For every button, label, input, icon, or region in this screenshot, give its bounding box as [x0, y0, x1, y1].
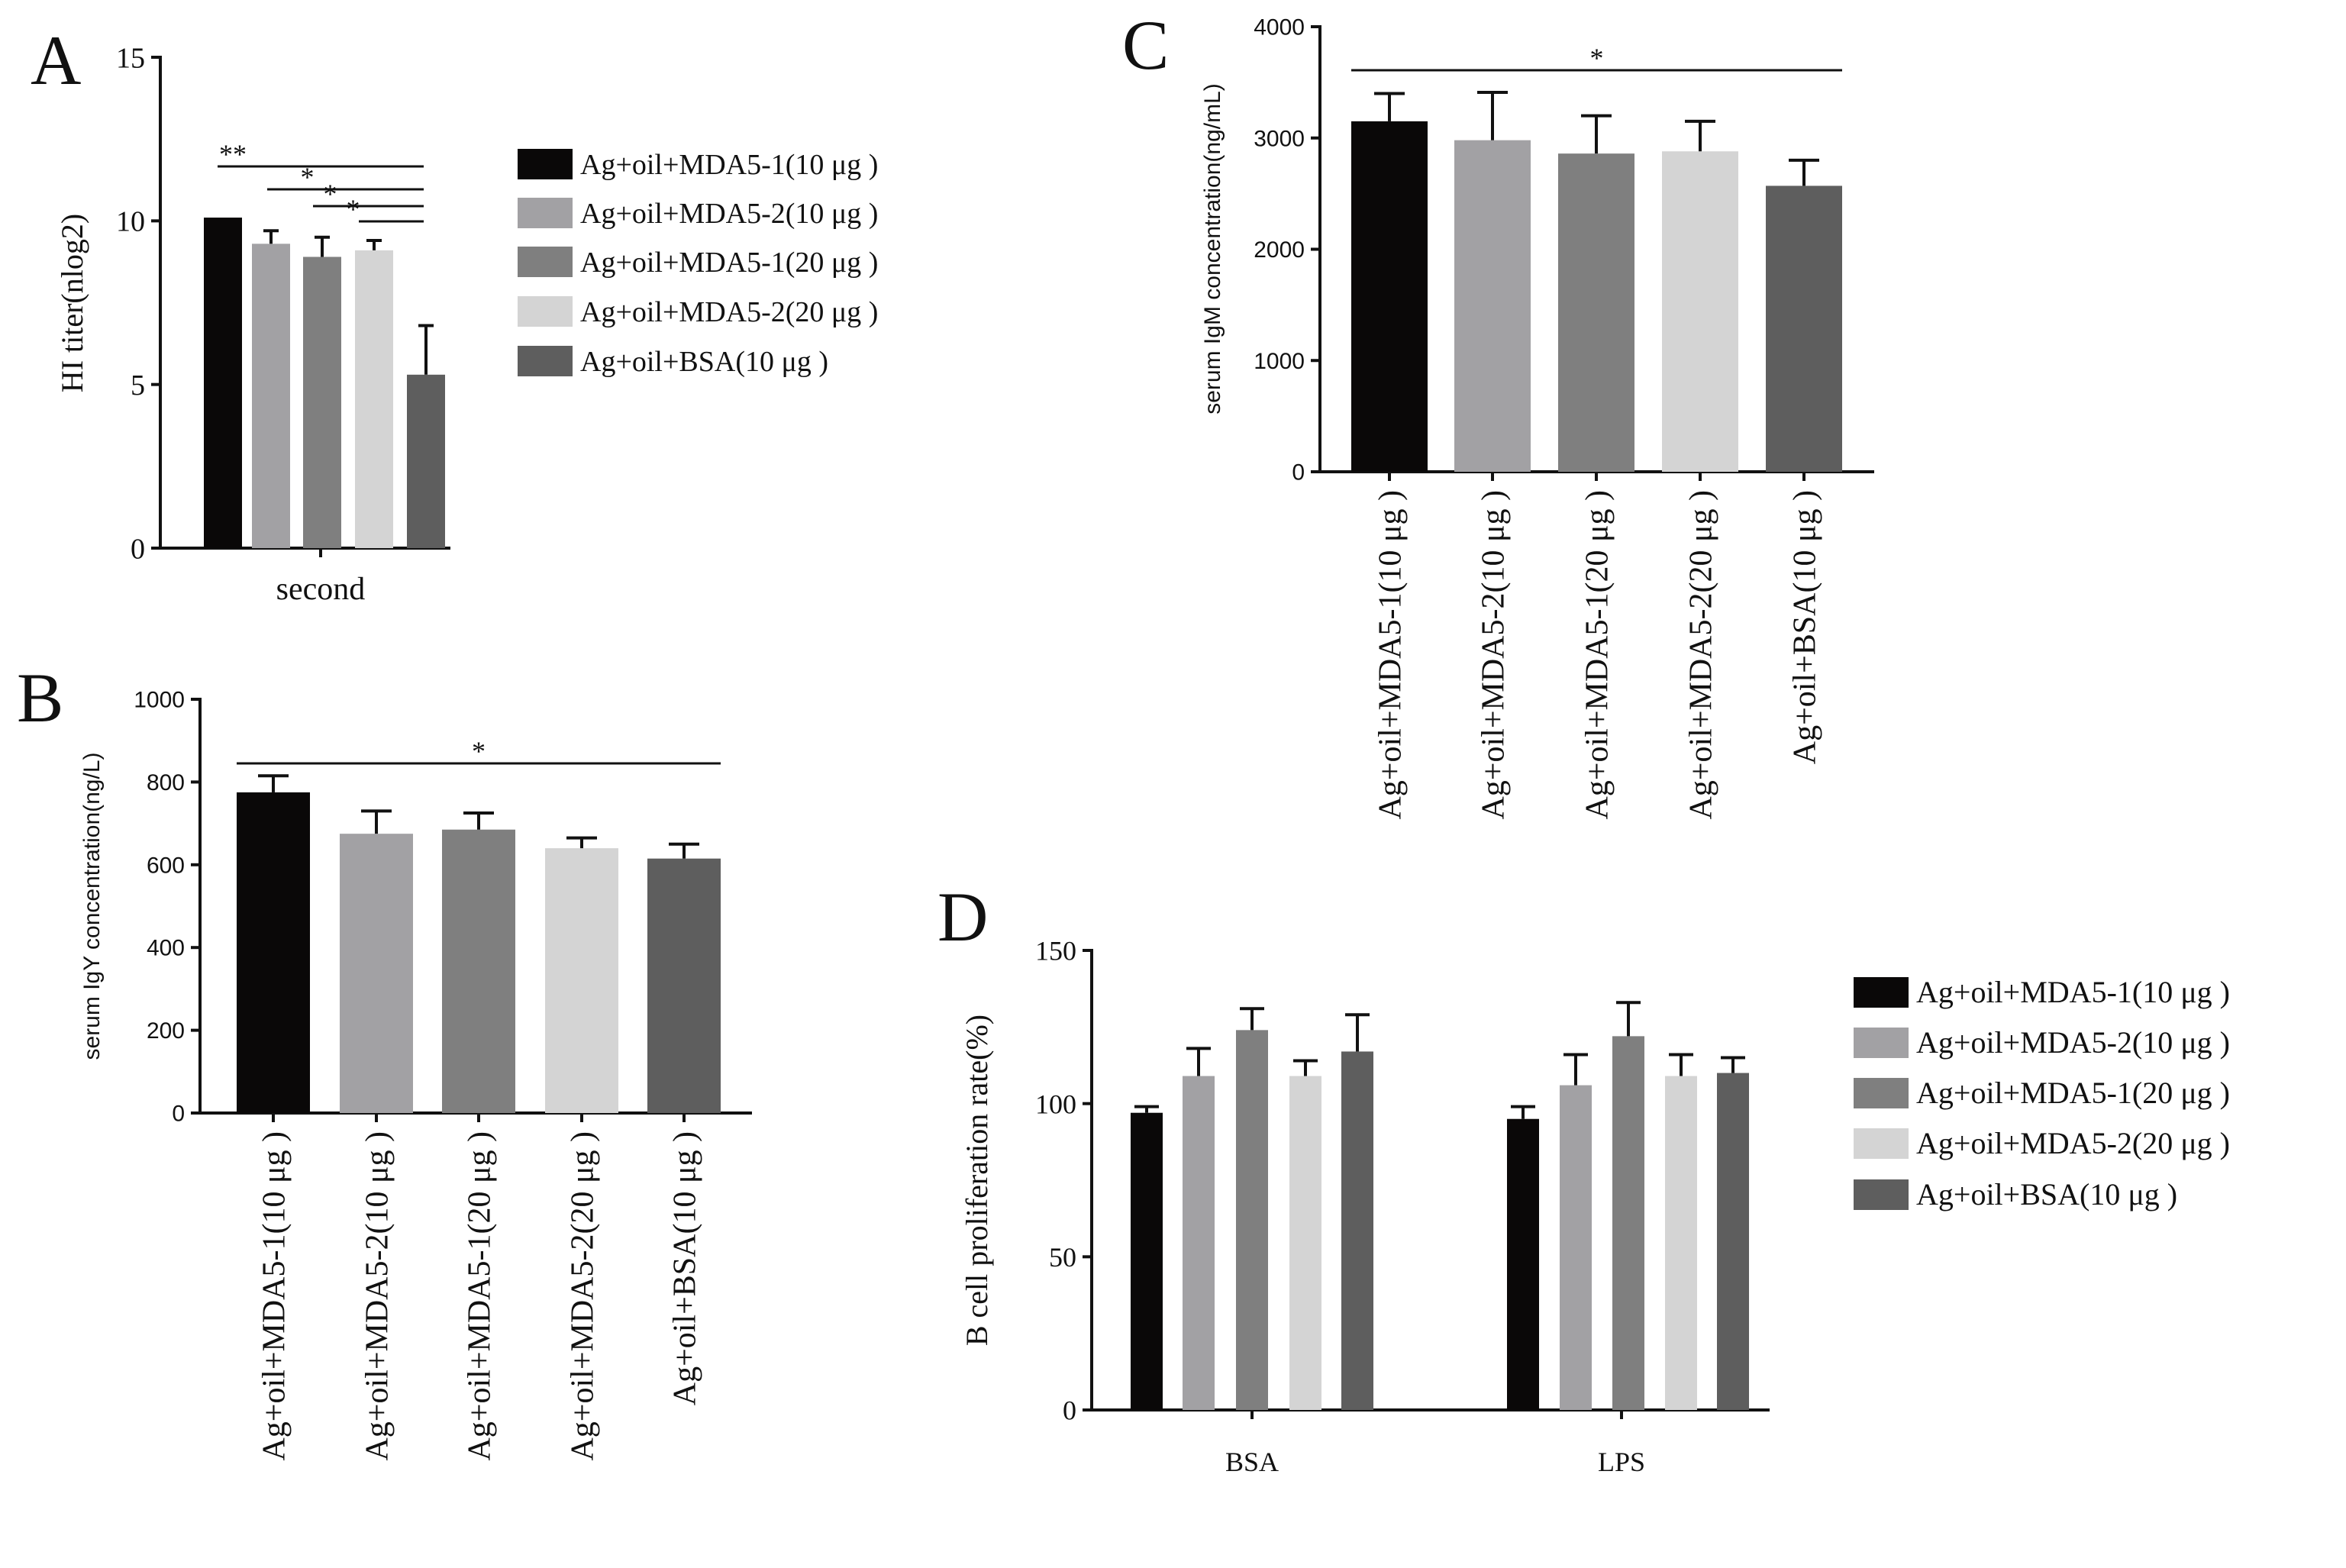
bar — [407, 374, 445, 548]
legend-swatch — [1854, 1078, 1909, 1108]
bar — [1717, 1073, 1749, 1410]
x-tick-label: Ag+oil+MDA5-2(20 μg ) — [566, 1131, 601, 1461]
y-tick-label: 15 — [116, 42, 145, 74]
bar — [1236, 1030, 1268, 1410]
x-tick-label: LPS — [1598, 1447, 1645, 1477]
y-tick-label: 3000 — [1254, 126, 1305, 151]
legend-swatch — [518, 149, 573, 179]
bar — [204, 218, 242, 548]
y-tick-label: 50 — [1049, 1242, 1076, 1273]
bar — [1507, 1118, 1539, 1410]
y-axis-label: HI titer(nlog2) — [55, 214, 89, 392]
legend-swatch — [1854, 1128, 1909, 1159]
significance-star: * — [1590, 43, 1604, 73]
legend-label: Ag+oil+MDA5-1(20 μg ) — [580, 247, 878, 279]
x-tick-label: Ag+oil+MDA5-1(20 μg ) — [1580, 490, 1615, 820]
panel-letter: D — [937, 878, 988, 956]
y-tick-label: 100 — [1035, 1089, 1076, 1119]
x-axis-label: second — [276, 572, 366, 607]
bar — [1289, 1076, 1321, 1410]
y-tick-label: 4000 — [1254, 15, 1305, 40]
y-tick-label: 200 — [147, 1018, 185, 1044]
bar — [647, 858, 721, 1113]
bar — [1665, 1076, 1697, 1410]
panel-letter: A — [31, 21, 81, 99]
x-tick-label: Ag+oil+MDA5-1(20 μg ) — [463, 1131, 498, 1461]
y-tick-label: 150 — [1035, 936, 1076, 966]
x-tick-label: Ag+oil+MDA5-2(10 μg ) — [1476, 490, 1512, 820]
y-axis-label: serum IgM concentration(ng/mL) — [1200, 83, 1225, 415]
y-tick-label: 600 — [147, 853, 185, 878]
y-tick-label: 400 — [147, 936, 185, 961]
legend-label: Ag+oil+BSA(10 μg ) — [580, 346, 828, 378]
significance-star: ** — [219, 139, 247, 169]
bar — [340, 834, 413, 1113]
x-tick-label: Ag+oil+BSA(10 μg ) — [668, 1131, 703, 1405]
significance-star: * — [472, 736, 486, 766]
bar — [442, 829, 515, 1113]
y-tick-label: 1000 — [1254, 349, 1305, 374]
legend-label: Ag+oil+MDA5-1(20 μg ) — [1916, 1076, 2230, 1110]
legend-swatch — [1854, 1179, 1909, 1210]
panel-d: 0 50 100 150 D B cell proliferation rate(%) BS… — [937, 878, 2230, 1477]
bar — [1560, 1085, 1592, 1410]
legend-label: Ag+oil+BSA(10 μg ) — [1916, 1177, 2177, 1211]
y-tick-label: 2000 — [1254, 237, 1305, 263]
legend-label: Ag+oil+MDA5-2(20 μg ) — [580, 296, 878, 328]
panel-letter: C — [1122, 6, 1169, 84]
panel-letter: B — [17, 659, 63, 737]
bar — [545, 848, 618, 1113]
y-tick-label: 0 — [131, 533, 145, 565]
legend-swatch — [518, 247, 573, 277]
x-tick-label: BSA — [1225, 1447, 1279, 1477]
bar — [1454, 140, 1531, 473]
legend-swatch — [1854, 1028, 1909, 1058]
legend-swatch — [518, 346, 573, 376]
legend-label: Ag+oil+MDA5-1(10 μg ) — [1916, 975, 2230, 1009]
legend-swatch — [518, 296, 573, 327]
legend-label: Ag+oil+MDA5-1(10 μg ) — [580, 149, 878, 181]
bar — [355, 250, 393, 548]
legend-label: Ag+oil+MDA5-2(10 μg ) — [580, 198, 878, 230]
bar — [252, 244, 290, 548]
bar — [1351, 121, 1428, 472]
bar — [1558, 153, 1634, 472]
significance-star: * — [301, 162, 315, 192]
x-tick-label: Ag+oil+MDA5-2(20 μg ) — [1684, 490, 1719, 820]
y-tick-label: 800 — [147, 770, 185, 795]
bar — [1183, 1076, 1215, 1410]
legend-label: Ag+oil+MDA5-2(10 μg ) — [1916, 1025, 2230, 1060]
x-tick-label: Ag+oil+MDA5-1(10 μg ) — [1373, 490, 1409, 820]
y-tick-label: 1000 — [134, 688, 185, 713]
bar — [1662, 151, 1738, 473]
y-tick-label: 5 — [131, 369, 145, 402]
legend-swatch — [1854, 977, 1909, 1008]
bar — [303, 256, 341, 548]
significance-star: * — [324, 179, 337, 209]
legend-swatch — [518, 198, 573, 228]
bar — [237, 792, 310, 1113]
bar — [1341, 1051, 1373, 1410]
y-tick-label: 10 — [116, 206, 145, 238]
significance-star: * — [347, 194, 360, 224]
legend-label: Ag+oil+MDA5-2(20 μg ) — [1916, 1126, 2230, 1160]
x-tick-label: Ag+oil+BSA(10 μg ) — [1788, 490, 1823, 764]
y-axis-label: B cell proliferation rate(%) — [960, 1015, 994, 1346]
y-axis-label: serum IgY concentration(ng/L) — [79, 753, 105, 1060]
y-tick-label: 0 — [1063, 1395, 1076, 1426]
y-tick-label: 0 — [172, 1102, 185, 1127]
y-tick-label: 0 — [1292, 460, 1305, 486]
bar — [1612, 1036, 1644, 1410]
bar — [1766, 186, 1842, 473]
bar — [1131, 1112, 1163, 1410]
x-tick-label: Ag+oil+MDA5-1(10 μg ) — [257, 1131, 292, 1461]
x-tick-label: Ag+oil+MDA5-2(10 μg ) — [360, 1131, 395, 1461]
